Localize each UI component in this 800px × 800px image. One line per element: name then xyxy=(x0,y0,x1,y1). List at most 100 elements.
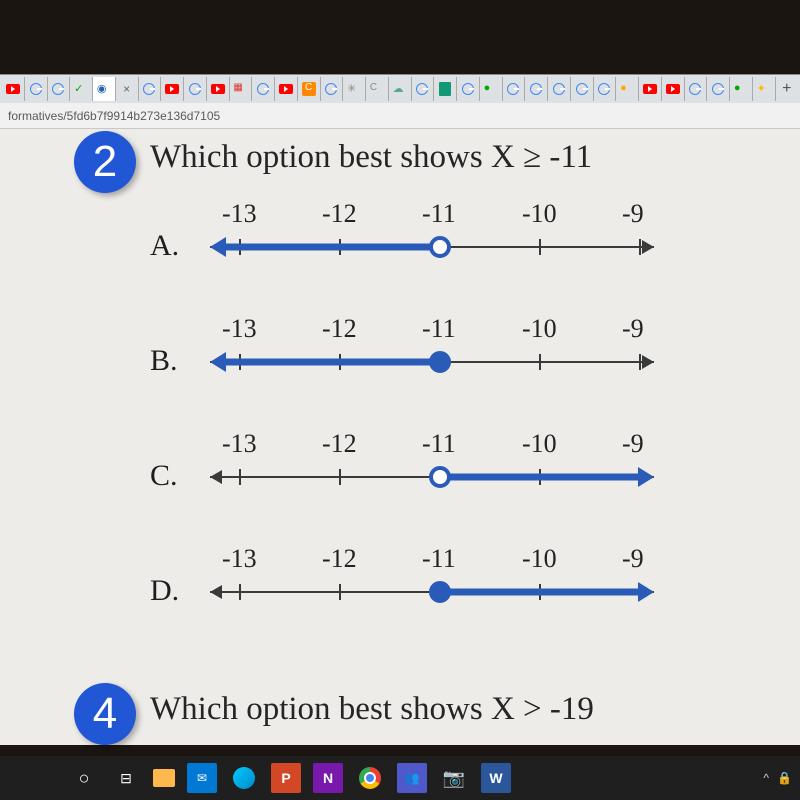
google-icon xyxy=(553,83,565,95)
file-explorer-icon[interactable] xyxy=(153,769,175,787)
edge-icon[interactable] xyxy=(229,763,259,793)
question-number: 4 xyxy=(93,689,117,739)
tab[interactable] xyxy=(525,77,548,101)
c-icon: C xyxy=(302,82,316,96)
tab[interactable] xyxy=(412,77,435,101)
chrome-icon[interactable] xyxy=(355,763,385,793)
number-line xyxy=(192,455,692,505)
google-icon xyxy=(257,83,269,95)
tab[interactable] xyxy=(548,77,571,101)
question-badge-4: 4 xyxy=(74,683,136,745)
youtube-icon xyxy=(165,84,179,94)
globe-icon: ◉ xyxy=(97,82,111,96)
address-bar[interactable]: formatives/5fd6b7f9914b273e136d7105 xyxy=(0,103,800,129)
grid-icon: ▦ xyxy=(233,82,247,96)
tab[interactable]: ✦ xyxy=(753,77,776,101)
taskbar: ○ ⊟ ✉ P N 👥 📷 W ^ 🔒 xyxy=(0,756,800,800)
tab-bar: ✓ ◉ × ▦ C ✳ C ☁ ● ● ● ✦ + xyxy=(0,75,800,103)
close-icon: × xyxy=(123,82,130,96)
tab[interactable]: ☁ xyxy=(389,77,412,101)
option-label: C. xyxy=(150,459,178,493)
tab[interactable] xyxy=(2,77,25,101)
word-icon[interactable]: W xyxy=(481,763,511,793)
question-2-text: Which option best shows X ≥ -11 xyxy=(150,139,592,176)
forms-icon xyxy=(439,82,451,96)
tab[interactable] xyxy=(25,77,48,101)
question-4-text: Which option best shows X > -19 xyxy=(150,691,594,728)
question-number: 2 xyxy=(93,137,117,187)
number-line xyxy=(192,570,692,620)
tab[interactable] xyxy=(321,77,344,101)
chevron-up-icon[interactable]: ^ xyxy=(763,771,769,785)
star-icon: ✳ xyxy=(347,82,361,96)
option-label: A. xyxy=(150,229,179,263)
tab-active[interactable]: ◉ xyxy=(93,77,116,101)
tab[interactable] xyxy=(252,77,275,101)
youtube-icon xyxy=(643,84,657,94)
tab[interactable]: ✓ xyxy=(70,77,93,101)
tab[interactable]: C xyxy=(298,77,321,101)
camera-icon[interactable]: 📷 xyxy=(439,763,469,793)
c-icon: C xyxy=(370,82,384,96)
tab[interactable]: ● xyxy=(730,77,753,101)
powerpoint-icon[interactable]: P xyxy=(271,763,301,793)
onenote-icon[interactable]: N xyxy=(313,763,343,793)
google-icon xyxy=(325,83,337,95)
windows-search-icon[interactable]: ○ xyxy=(69,763,99,793)
tab[interactable] xyxy=(685,77,708,101)
youtube-icon xyxy=(6,84,20,94)
tab[interactable] xyxy=(207,77,230,101)
tab[interactable] xyxy=(184,77,207,101)
task-view-icon[interactable]: ⊟ xyxy=(111,763,141,793)
tab[interactable] xyxy=(139,77,162,101)
google-icon xyxy=(416,83,428,95)
tab[interactable] xyxy=(457,77,480,101)
tab[interactable]: ✳ xyxy=(343,77,366,101)
google-icon xyxy=(143,83,155,95)
outlook-icon[interactable]: ✉ xyxy=(187,763,217,793)
google-icon xyxy=(507,83,519,95)
dot-icon: ● xyxy=(620,82,634,96)
tab[interactable]: C xyxy=(366,77,389,101)
page-content: 2 Which option best shows X ≥ -11 -13-12… xyxy=(0,129,800,745)
tab[interactable] xyxy=(48,77,71,101)
google-icon xyxy=(462,83,474,95)
tab[interactable] xyxy=(707,77,730,101)
url-text: formatives/5fd6b7f9914b273e136d7105 xyxy=(8,109,220,123)
google-icon xyxy=(576,83,588,95)
tab[interactable] xyxy=(662,77,685,101)
question-badge-2: 2 xyxy=(74,131,136,193)
number-line xyxy=(192,225,692,275)
option-label: D. xyxy=(150,574,179,608)
google-icon xyxy=(52,83,64,95)
google-icon xyxy=(598,83,610,95)
tab[interactable]: × xyxy=(116,77,139,101)
tab[interactable] xyxy=(594,77,617,101)
google-icon xyxy=(689,83,701,95)
tab[interactable] xyxy=(275,77,298,101)
youtube-icon xyxy=(666,84,680,94)
green-icon: ● xyxy=(734,82,748,96)
new-tab[interactable]: + xyxy=(776,77,799,101)
tab[interactable] xyxy=(639,77,662,101)
plus-icon: + xyxy=(782,80,791,98)
puzzle-icon: ✦ xyxy=(757,82,771,96)
browser-window: ✓ ◉ × ▦ C ✳ C ☁ ● ● ● ✦ + formatives/5fd… xyxy=(0,74,800,744)
option-label: B. xyxy=(150,344,178,378)
tab[interactable]: ▦ xyxy=(230,77,253,101)
teams-icon[interactable]: 👥 xyxy=(397,763,427,793)
check-icon: ✓ xyxy=(74,82,88,96)
green-icon: ● xyxy=(484,82,498,96)
lock-icon: 🔒 xyxy=(777,771,792,785)
google-icon xyxy=(530,83,542,95)
youtube-icon xyxy=(279,84,293,94)
tab[interactable] xyxy=(161,77,184,101)
system-tray[interactable]: ^ 🔒 xyxy=(763,771,792,785)
tab[interactable]: ● xyxy=(480,77,503,101)
tab[interactable] xyxy=(571,77,594,101)
tab[interactable] xyxy=(503,77,526,101)
google-icon xyxy=(712,83,724,95)
tab[interactable]: ● xyxy=(616,77,639,101)
google-icon xyxy=(30,83,42,95)
tab[interactable] xyxy=(434,77,457,101)
